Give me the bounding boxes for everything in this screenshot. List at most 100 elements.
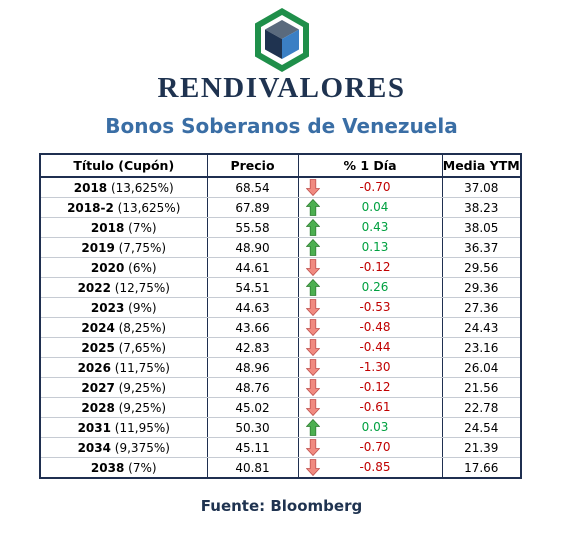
bond-ytm: 24.54: [442, 417, 521, 438]
bond-year: 2020: [90, 260, 125, 275]
bond-coupon: (11,75%): [114, 360, 170, 375]
bond-year: 2031: [77, 420, 111, 435]
arrow-up-icon: [305, 219, 320, 236]
bond-title-cell: 2024 (8,25%): [40, 317, 208, 338]
bond-change-cell: -0.53: [298, 297, 443, 318]
source-note: Fuente: Bloomberg: [200, 497, 363, 515]
header-title: Título (Cupón): [40, 154, 208, 178]
bond-change-value: -1.30: [359, 360, 391, 374]
bond-change-cell: -0.12: [298, 377, 443, 398]
bond-price: 44.61: [207, 257, 299, 278]
bond-change-cell: -1.30: [298, 357, 443, 378]
arrow-up-icon: [305, 419, 320, 436]
bond-price: 55.58: [207, 217, 299, 238]
bond-coupon: (9,25%): [118, 380, 167, 395]
bond-price: 68.54: [207, 177, 299, 198]
arrow-down-icon: [305, 339, 320, 356]
arrow-up-icon: [305, 199, 320, 216]
bond-change-value: -0.12: [359, 380, 391, 394]
bond-change-value: -0.44: [359, 340, 391, 354]
bond-price: 50.30: [207, 417, 299, 438]
bond-change-cell: -0.85: [298, 457, 443, 478]
bond-title-cell: 2022 (12,75%): [40, 277, 208, 298]
bond-ytm: 17.66: [464, 460, 499, 475]
bond-title-cell: 2020 (6%): [40, 257, 208, 278]
cube-logo-icon: [255, 8, 309, 72]
header-change: % 1 Día: [298, 154, 443, 178]
bonds-table-body: 2018 (13,625%) 68.54 -0.70 37.08 2018-2 (13,…: [40, 177, 521, 478]
bond-price: 67.89: [207, 197, 299, 218]
bond-change-value: 0.03: [361, 420, 389, 434]
table-row: 2034 (9,375%) 45.11 -0.70 21.39: [40, 437, 521, 458]
bond-year: 2027: [81, 380, 115, 395]
arrow-down-icon: [305, 179, 320, 196]
table-row: 2019 (7,75%) 48.90 0.13 36.37: [40, 237, 521, 258]
arrow-down-icon: [305, 319, 320, 336]
bond-price: 42.83: [207, 337, 299, 358]
bond-title-cell: 2023 (9%): [40, 297, 208, 318]
bond-coupon: (13,625%): [117, 200, 181, 215]
bond-change-cell: 0.43: [298, 217, 443, 238]
arrow-down-icon: [305, 379, 320, 396]
bond-price: 44.63: [207, 297, 299, 318]
bond-price: 45.11: [207, 437, 299, 458]
bond-change-cell: -0.70: [298, 177, 443, 198]
bond-change-cell: -0.12: [298, 257, 443, 278]
bond-ytm: 24.43: [442, 317, 521, 338]
bond-price: 54.51: [207, 277, 299, 298]
bond-title-cell: 2026 (11,75%): [40, 357, 208, 378]
page-title: Bonos Soberanos de Venezuela: [105, 114, 458, 138]
table-row: 2018 (13,625%) 68.54 -0.70 37.08: [40, 177, 521, 198]
table-row: 2024 (8,25%) 43.66 -0.48 24.43: [40, 317, 521, 338]
bond-title-cell: 2034 (9,375%): [40, 437, 208, 458]
bond-year: 2038: [90, 460, 125, 475]
bond-ytm: 38.05: [442, 217, 521, 238]
bond-title-cell: 2018 (13,625%): [40, 177, 208, 198]
bond-change-value: -0.53: [359, 300, 391, 314]
arrow-down-icon: [305, 259, 320, 276]
bond-change-cell: -0.44: [298, 337, 443, 358]
bond-price: 43.66: [207, 317, 299, 338]
bond-ytm: 26.04: [442, 357, 521, 378]
bond-ytm: 29.56: [442, 257, 521, 278]
bond-change-value: 0.26: [361, 280, 389, 294]
bond-change-value: 0.13: [361, 240, 389, 254]
bond-coupon: (9%): [128, 300, 157, 315]
bond-change-cell: 0.13: [298, 237, 443, 258]
bond-title-cell: 2038 (7%): [40, 457, 208, 478]
bond-coupon: (13,625%): [110, 180, 174, 195]
table-row: 2038 (7%) 40.81 -0.85 17.66: [40, 457, 521, 478]
arrow-down-icon: [305, 439, 320, 456]
arrow-up-icon: [305, 239, 320, 256]
bond-ytm: 36.37: [442, 237, 521, 258]
bond-year: 2034: [77, 440, 111, 455]
table-row: 2020 (6%) 44.61 -0.12 29.56: [40, 257, 521, 278]
bond-change-cell: -0.70: [298, 437, 443, 458]
bond-title-cell: 2018-2 (13,625%): [40, 197, 208, 218]
bond-price: 40.81: [207, 457, 299, 478]
bond-change-value: 0.43: [361, 220, 389, 234]
bond-title-cell: 2027 (9,25%): [40, 377, 208, 398]
bond-coupon: (6%): [128, 260, 157, 275]
bond-year: 2024: [81, 320, 115, 335]
bond-coupon: (9,25%): [118, 400, 167, 415]
bond-year: 2018-2: [67, 200, 114, 215]
table-row: 2022 (12,75%) 54.51 0.26 29.36: [40, 277, 521, 298]
bond-price: 48.90: [207, 237, 299, 258]
arrow-down-icon: [305, 299, 320, 316]
bond-coupon: (9,375%): [114, 440, 170, 455]
arrow-down-icon: [305, 399, 320, 416]
bond-coupon: (7,65%): [118, 340, 167, 355]
bond-coupon: (7%): [128, 460, 157, 475]
bond-change-cell: -0.61: [298, 397, 443, 418]
bond-change-value: 0.04: [361, 200, 389, 214]
bond-ytm: 29.36: [442, 277, 521, 298]
header-ytm: Media YTM: [442, 154, 521, 178]
table-row: 2025 (7,65%) 42.83 -0.44 23.16: [40, 337, 521, 358]
table-header-row: Título (Cupón) Precio % 1 Día Media YTM: [40, 154, 521, 178]
bond-change-value: -0.48: [359, 320, 391, 334]
bond-change-value: -0.70: [359, 180, 391, 194]
bond-change-cell: 0.26: [298, 277, 443, 298]
bond-coupon: (7,75%): [118, 240, 167, 255]
bond-change-value: -0.61: [359, 400, 391, 414]
